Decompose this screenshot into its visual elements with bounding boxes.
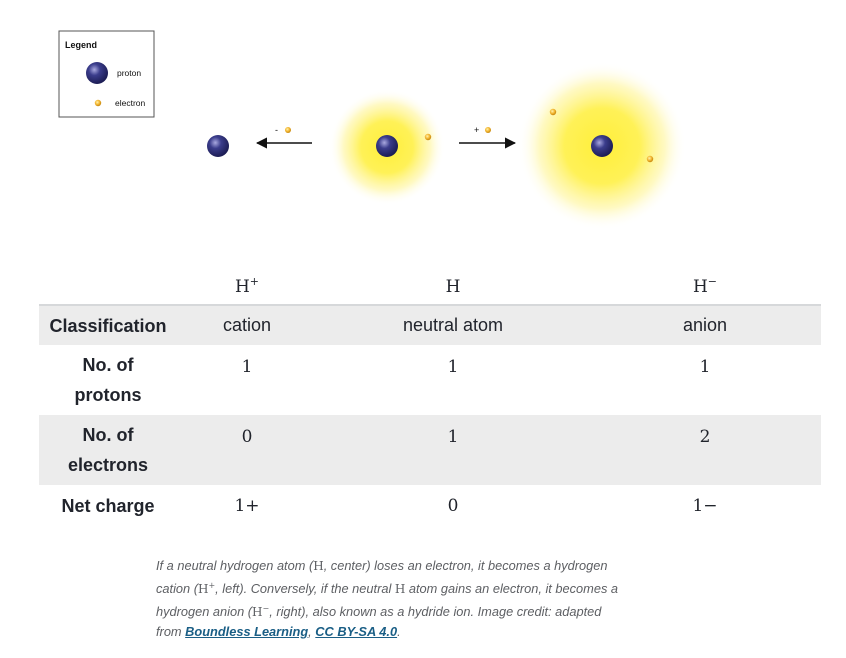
row-label-protons: No. of protons: [74, 355, 142, 405]
neutral-electron: [424, 133, 432, 141]
gained-electron: [485, 127, 491, 133]
legend-proton-label: proton: [117, 68, 141, 78]
license-link[interactable]: CC BY-SA 4.0: [315, 624, 398, 639]
cation-proton: [207, 135, 229, 157]
comparison-table: H+ H H− Classification cation neutral at…: [39, 268, 821, 527]
boundless-learning-link[interactable]: Boundless Learning: [185, 624, 309, 639]
legend-electron-label: electron: [115, 98, 146, 108]
cell-classification-anion: anion: [682, 315, 728, 335]
table-row: No. of protons 1 1 1: [39, 345, 821, 415]
loss-sign: -: [275, 125, 278, 135]
cell-protons-anion: 1: [699, 357, 711, 377]
cell-charge-cation: 1+: [234, 496, 260, 516]
table-row: Net charge 1+ 0 1−: [39, 485, 821, 527]
header-neutral: H: [317, 268, 589, 306]
hydrogen-ion-diagram: Legend proton electron - +: [58, 30, 686, 230]
table-header-row: H+ H H−: [39, 268, 821, 306]
cell-electrons-cation: 0: [241, 427, 253, 447]
anion-electron-2: [646, 155, 654, 163]
electron-gain-arrow: +: [459, 125, 517, 149]
table-corner: [39, 268, 177, 306]
neutral-proton: [376, 135, 398, 157]
electron-loss-arrow: -: [255, 125, 312, 149]
header-cation: H+: [177, 268, 317, 306]
table-row: Classification cation neutral atom anion: [39, 305, 821, 345]
legend-proton-icon: [86, 62, 108, 84]
cell-charge-neutral: 0: [447, 496, 459, 516]
table-row: No. of electrons 0 1 2: [39, 415, 821, 485]
neutral-atom: [329, 89, 445, 205]
legend: Legend proton electron: [58, 30, 155, 118]
anion-proton: [591, 135, 613, 157]
row-label-electrons: No. of electrons: [67, 425, 149, 475]
cell-charge-anion: 1−: [692, 496, 718, 516]
cell-electrons-anion: 2: [699, 427, 711, 447]
row-label-net-charge: Net charge: [61, 496, 155, 516]
anion-electron-1: [549, 108, 557, 116]
anion: [518, 62, 686, 230]
gain-sign: +: [474, 125, 479, 135]
legend-title: Legend: [65, 40, 97, 50]
cell-electrons-neutral: 1: [447, 427, 459, 447]
lost-electron: [285, 127, 291, 133]
cell-classification-neutral: neutral atom: [402, 315, 504, 335]
cell-classification-cation: cation: [222, 315, 272, 335]
header-anion: H−: [589, 268, 821, 306]
row-label-classification: Classification: [49, 315, 167, 336]
cell-protons-neutral: 1: [447, 357, 459, 377]
figure-caption: If a neutral hydrogen atom (H, center) l…: [156, 558, 619, 639]
cell-protons-cation: 1: [241, 357, 253, 377]
legend-electron-icon: [94, 99, 102, 107]
